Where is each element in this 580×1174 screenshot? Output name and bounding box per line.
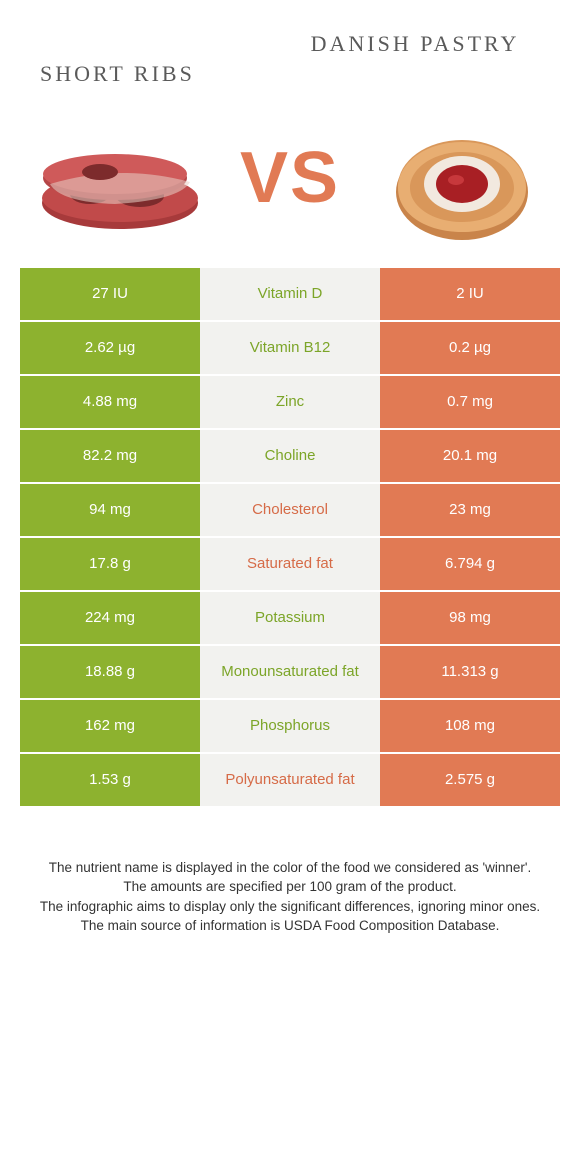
right-value-cell: 11.313 g [380,646,560,700]
left-value-cell: 2.62 µg [20,322,200,376]
table-row: 27 IUVitamin D2 IU [20,268,560,322]
right-value-cell: 2 IU [380,268,560,322]
table-row: 1.53 gPolyunsaturated fat2.575 g [20,754,560,808]
footnotes: The nutrient name is displayed in the co… [30,858,550,936]
right-food-title: DANISH PASTRY [290,30,540,58]
footnote-line: The infographic aims to display only the… [30,897,550,917]
nutrient-label-cell: Monounsaturated fat [200,646,380,700]
right-food-image [370,108,550,248]
left-value-cell: 162 mg [20,700,200,754]
left-value-cell: 82.2 mg [20,430,200,484]
right-value-cell: 108 mg [380,700,560,754]
vs-label: VS [240,137,340,219]
right-value-cell: 6.794 g [380,538,560,592]
table-row: 18.88 gMonounsaturated fat11.313 g [20,646,560,700]
left-value-cell: 94 mg [20,484,200,538]
left-value-cell: 17.8 g [20,538,200,592]
left-food-image [30,108,210,248]
right-value-cell: 0.2 µg [380,322,560,376]
table-row: 17.8 gSaturated fat6.794 g [20,538,560,592]
nutrient-label-cell: Vitamin D [200,268,380,322]
hero-row: VS [0,98,580,268]
nutrient-label-cell: Saturated fat [200,538,380,592]
left-value-cell: 18.88 g [20,646,200,700]
title-row: SHORT RIBS DANISH PASTRY [0,0,580,98]
nutrient-label-cell: Vitamin B12 [200,322,380,376]
footnote-line: The nutrient name is displayed in the co… [30,858,550,878]
infographic-root: SHORT RIBS DANISH PASTRY VS 27 IUVitamin… [0,0,580,936]
nutrient-label-cell: Zinc [200,376,380,430]
right-value-cell: 2.575 g [380,754,560,808]
right-value-cell: 23 mg [380,484,560,538]
right-value-cell: 20.1 mg [380,430,560,484]
right-value-cell: 0.7 mg [380,376,560,430]
left-value-cell: 1.53 g [20,754,200,808]
nutrient-label-cell: Cholesterol [200,484,380,538]
left-food-title: SHORT RIBS [40,30,290,88]
table-row: 4.88 mgZinc0.7 mg [20,376,560,430]
table-row: 2.62 µgVitamin B120.2 µg [20,322,560,376]
table-row: 94 mgCholesterol23 mg [20,484,560,538]
nutrient-label-cell: Polyunsaturated fat [200,754,380,808]
comparison-table: 27 IUVitamin D2 IU2.62 µgVitamin B120.2 … [20,268,560,808]
left-value-cell: 224 mg [20,592,200,646]
nutrient-label-cell: Phosphorus [200,700,380,754]
table-row: 82.2 mgCholine20.1 mg [20,430,560,484]
table-row: 224 mgPotassium98 mg [20,592,560,646]
nutrient-label-cell: Potassium [200,592,380,646]
footnote-line: The main source of information is USDA F… [30,916,550,936]
table-row: 162 mgPhosphorus108 mg [20,700,560,754]
nutrient-label-cell: Choline [200,430,380,484]
footnote-line: The amounts are specified per 100 gram o… [30,877,550,897]
left-value-cell: 4.88 mg [20,376,200,430]
left-value-cell: 27 IU [20,268,200,322]
right-value-cell: 98 mg [380,592,560,646]
